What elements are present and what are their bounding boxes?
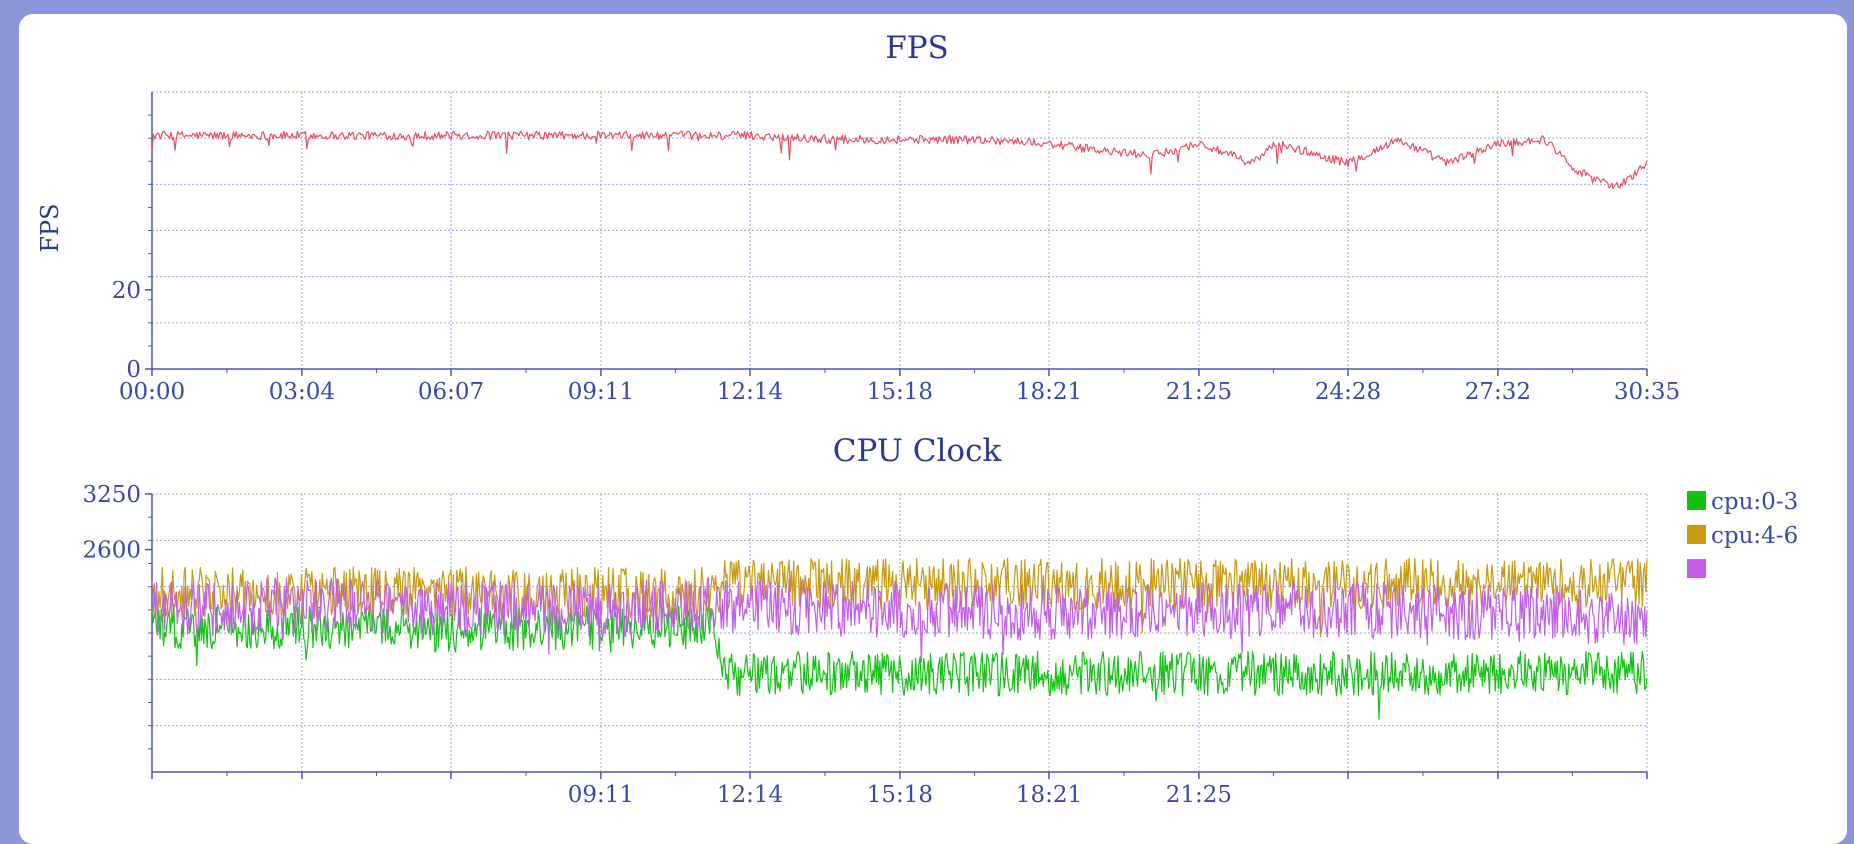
x-tick-label: 00:00 — [119, 379, 185, 405]
fps-y-axis-label: FPS — [36, 203, 64, 252]
chart-panel — [19, 14, 1847, 844]
fps-chart-title: FPS — [885, 30, 949, 66]
cpu-series — [151, 557, 1648, 720]
y-tick-label: 2600 — [82, 538, 141, 564]
x-tick-label: 09:11 — [568, 379, 634, 405]
x-tick-label: 30:35 — [1614, 379, 1680, 405]
series-line-cpu-7 — [151, 576, 1648, 664]
x-tick-label: 09:11 — [568, 782, 634, 808]
legend-label: cpu:4-6 — [1711, 523, 1798, 549]
x-tick-label: 18:21 — [1016, 379, 1082, 405]
x-tick-label: 06:07 — [418, 379, 484, 405]
cpu-y-ticks: 3250 2600 — [82, 482, 152, 750]
x-tick-label: 12:14 — [717, 379, 783, 405]
cpu-grid — [151, 493, 1648, 773]
x-tick-label: 15:18 — [867, 782, 933, 808]
fps-y-ticks: 0 20 — [112, 114, 152, 383]
legend-swatch — [1687, 491, 1706, 510]
x-tick-label: 21:25 — [1166, 782, 1232, 808]
fps-series — [151, 130, 1648, 190]
series-line-cpu-7 — [151, 130, 1648, 190]
cpu-chart-title: CPU Clock — [833, 433, 1002, 469]
legend-label: cpu:0-3 — [1711, 489, 1798, 515]
fps-x-ticks: 00:00 03:04 06:07 09:11 12:14 15:18 18:21 21:25… — [119, 369, 1680, 405]
y-tick-label: 20 — [112, 278, 141, 304]
y-tick-label: 3250 — [82, 482, 141, 508]
x-tick-label: 18:21 — [1016, 782, 1082, 808]
charts-canvas: FPS FPS 00:00 03:04 06:07 09:11 12:14 15:18 18… — [36, 30, 1798, 808]
x-tick-label: 12:14 — [717, 782, 783, 808]
x-tick-label: 24:28 — [1315, 379, 1381, 405]
cpu-clock-chart: CPU Clock 09:11 12:14 15:18 18:21 21:25 3250… — [82, 433, 1798, 808]
x-tick-label: 15:18 — [867, 379, 933, 405]
fps-chart: FPS FPS 00:00 03:04 06:07 09:11 12:14 15:18 18… — [36, 30, 1680, 405]
series-line-cpu-0-3 — [151, 603, 1648, 720]
y-tick-label: 0 — [126, 357, 141, 383]
x-tick-label: 27:32 — [1465, 379, 1531, 405]
fps-grid — [151, 91, 1648, 370]
x-tick-label: 21:25 — [1166, 379, 1232, 405]
cpu-legend: cpu:0-3 cpu:4-6 — [1687, 489, 1798, 578]
legend-swatch — [1687, 559, 1706, 578]
x-tick-label: 03:04 — [269, 379, 335, 405]
legend-swatch — [1687, 525, 1706, 544]
cpu-x-ticks: 09:11 12:14 15:18 18:21 21:25 — [151, 772, 1648, 808]
